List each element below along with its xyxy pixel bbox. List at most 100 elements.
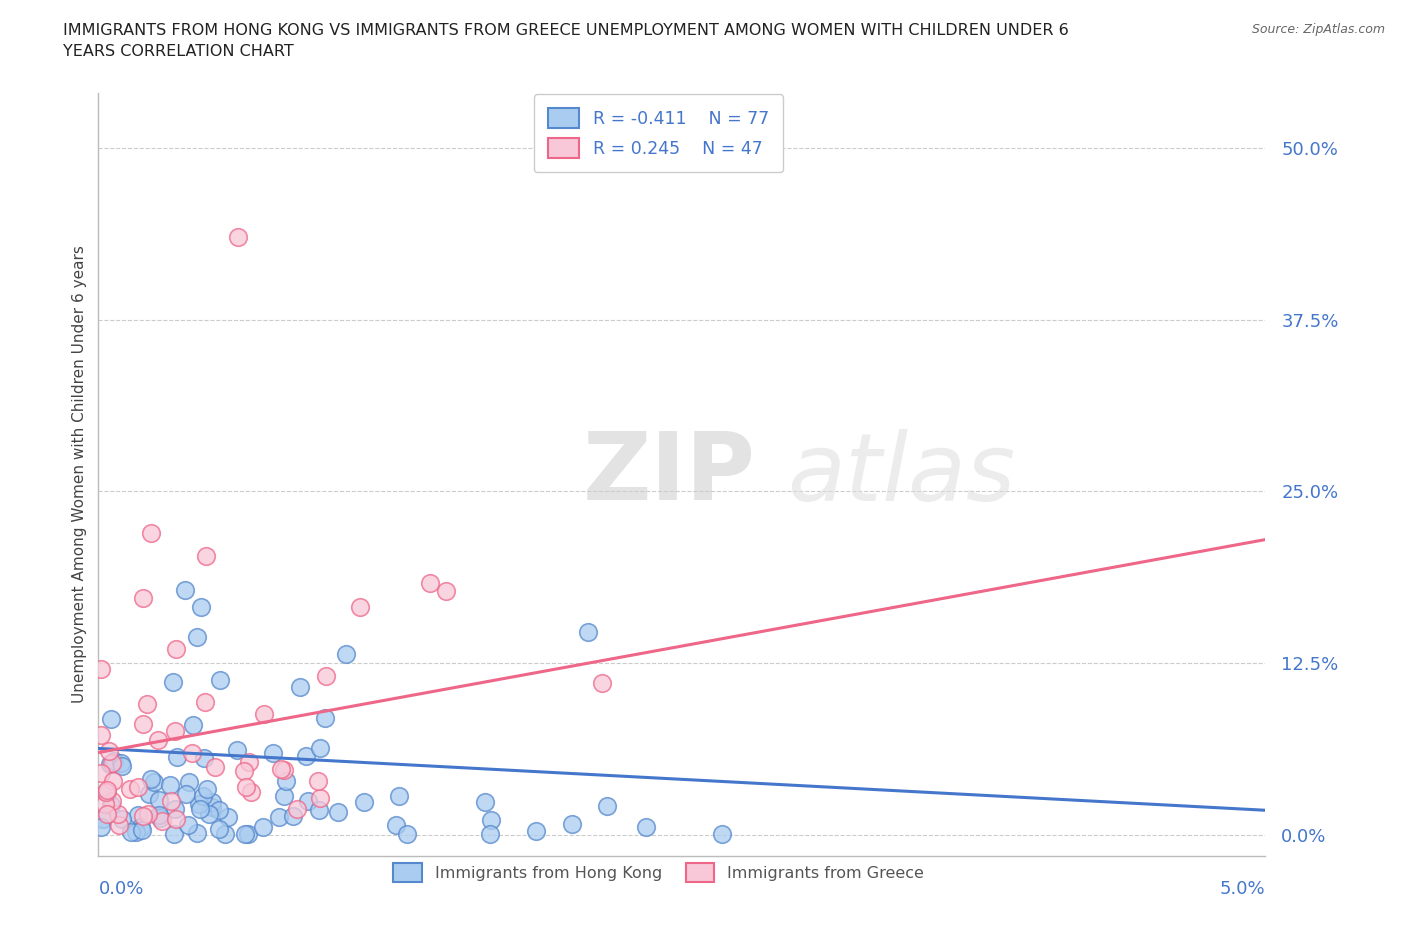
Point <box>273 789 295 804</box>
Point <box>101 774 124 789</box>
Point <box>132 591 155 605</box>
Point <box>150 814 173 829</box>
Point <box>384 817 406 832</box>
Point <box>267 810 290 825</box>
Point <box>148 807 170 822</box>
Point <box>159 777 181 792</box>
Point <box>181 717 204 732</box>
Point <box>235 779 257 794</box>
Text: Source: ZipAtlas.com: Source: ZipAtlas.com <box>1251 23 1385 36</box>
Point <box>238 826 260 841</box>
Point <box>165 812 187 827</box>
Point <box>524 823 547 838</box>
Point <box>110 756 132 771</box>
Point <box>388 789 411 804</box>
Text: IMMIGRANTS FROM HONG KONG VS IMMIGRANTS FROM GREECE UNEMPLOYMENT AMONG WOMEN WIT: IMMIGRANTS FROM HONG KONG VS IMMIGRANTS … <box>63 23 1069 38</box>
Point <box>162 675 184 690</box>
Point <box>297 793 319 808</box>
Point <box>252 819 274 834</box>
Point <box>273 763 295 777</box>
Point <box>309 790 332 805</box>
Point <box>129 819 152 834</box>
Text: 0.0%: 0.0% <box>98 881 143 898</box>
Point <box>197 806 219 821</box>
Point <box>308 740 330 755</box>
Point <box>125 825 148 840</box>
Point <box>561 817 583 831</box>
Point <box>208 672 231 687</box>
Text: YEARS CORRELATION CHART: YEARS CORRELATION CHART <box>63 44 294 59</box>
Point <box>226 742 249 757</box>
Point <box>353 794 375 809</box>
Point <box>90 662 112 677</box>
Point <box>98 757 121 772</box>
Point <box>262 746 284 761</box>
Point <box>120 782 142 797</box>
Point <box>127 808 149 823</box>
Point <box>166 750 188 764</box>
Point <box>307 774 329 789</box>
Point <box>479 813 502 828</box>
Point <box>97 743 120 758</box>
Point <box>179 775 201 790</box>
Point <box>174 787 197 802</box>
Point <box>287 802 309 817</box>
Y-axis label: Unemployment Among Women with Children Under 6 years: Unemployment Among Women with Children U… <box>72 246 87 703</box>
Point <box>135 697 157 711</box>
Point <box>710 826 733 841</box>
Point <box>132 716 155 731</box>
Point <box>204 760 226 775</box>
Point <box>101 794 124 809</box>
Text: atlas: atlas <box>787 429 1015 520</box>
Point <box>136 806 159 821</box>
Point <box>103 753 125 768</box>
Point <box>208 803 231 817</box>
Point <box>479 826 502 841</box>
Point <box>194 549 217 564</box>
Point <box>195 781 218 796</box>
Point <box>94 797 117 812</box>
Point <box>395 826 418 841</box>
Point <box>120 824 142 839</box>
Point <box>201 799 224 814</box>
Point <box>177 817 200 832</box>
Point <box>111 812 134 827</box>
Point <box>96 782 118 797</box>
Point <box>174 583 197 598</box>
Point <box>281 808 304 823</box>
Point <box>100 711 122 726</box>
Point <box>91 811 114 826</box>
Point <box>186 826 208 841</box>
Point <box>314 711 336 726</box>
Point <box>228 230 250 245</box>
Point <box>434 584 457 599</box>
Point <box>208 821 231 836</box>
Point <box>335 646 357 661</box>
Point <box>108 817 131 832</box>
Point <box>148 792 170 807</box>
Point <box>160 793 183 808</box>
Point <box>576 624 599 639</box>
Point <box>107 807 129 822</box>
Point <box>90 765 112 780</box>
Point <box>131 823 153 838</box>
Point <box>308 803 330 817</box>
Point <box>96 786 118 801</box>
Point <box>315 669 337 684</box>
Point <box>474 795 496 810</box>
Point <box>142 775 165 790</box>
Point <box>163 724 186 738</box>
Point <box>96 806 118 821</box>
Point <box>141 525 163 540</box>
Point <box>193 751 215 765</box>
Point <box>274 774 297 789</box>
Point <box>190 600 212 615</box>
Point <box>238 755 260 770</box>
Point <box>163 826 186 841</box>
Point <box>233 764 256 779</box>
Point <box>163 802 186 817</box>
Point <box>326 805 349 820</box>
Point <box>127 779 149 794</box>
Text: ZIP: ZIP <box>582 429 755 520</box>
Point <box>634 819 657 834</box>
